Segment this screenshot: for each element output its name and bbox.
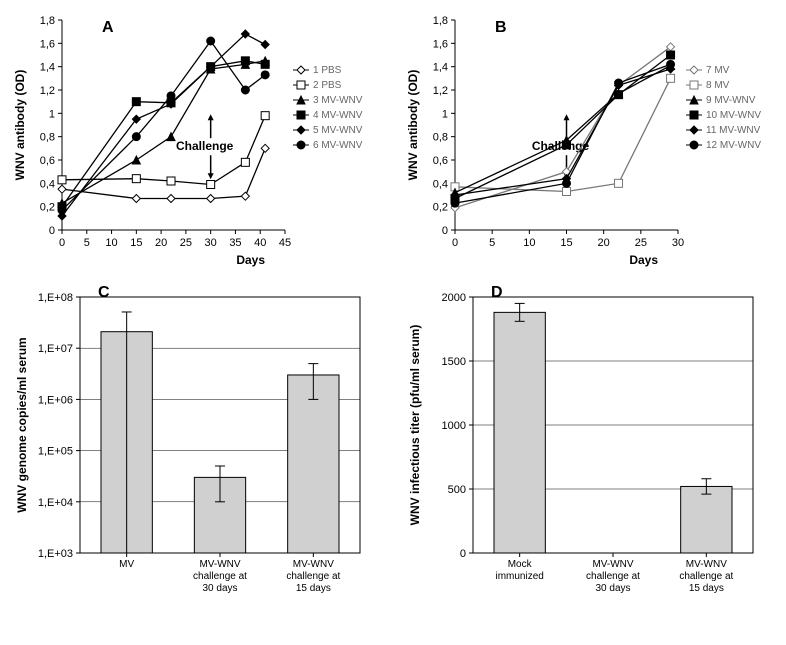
svg-text:4 MV-WNV: 4 MV-WNV bbox=[313, 110, 363, 121]
svg-text:0,6: 0,6 bbox=[433, 155, 448, 167]
svg-text:0,4: 0,4 bbox=[40, 178, 55, 190]
svg-text:0,2: 0,2 bbox=[40, 202, 55, 214]
svg-text:1,8: 1,8 bbox=[433, 15, 448, 27]
svg-text:1,E+04: 1,E+04 bbox=[38, 497, 73, 509]
svg-text:30: 30 bbox=[672, 237, 684, 249]
svg-text:5: 5 bbox=[84, 237, 90, 249]
svg-text:0: 0 bbox=[442, 225, 448, 237]
svg-text:10 MV-WNV: 10 MV-WNV bbox=[706, 110, 761, 121]
svg-text:5 MV-WNV: 5 MV-WNV bbox=[313, 125, 363, 136]
svg-text:WNV infectious titer (pfu/ml s: WNV infectious titer (pfu/ml serum) bbox=[408, 325, 422, 526]
svg-text:1,E+03: 1,E+03 bbox=[38, 548, 73, 560]
svg-text:25: 25 bbox=[180, 237, 192, 249]
svg-text:0,4: 0,4 bbox=[433, 178, 448, 190]
svg-text:20: 20 bbox=[155, 237, 167, 249]
svg-text:WNV antibody (OD): WNV antibody (OD) bbox=[406, 70, 420, 181]
svg-text:500: 500 bbox=[448, 484, 466, 496]
svg-text:MV-WNV: MV-WNV bbox=[686, 559, 727, 570]
svg-text:1,4: 1,4 bbox=[40, 62, 55, 74]
svg-text:0: 0 bbox=[59, 237, 65, 249]
svg-text:15: 15 bbox=[130, 237, 142, 249]
panel-a: 0 0,2 0,4 0,6 0,8 1 1,2 1,4 1,6 1,8 0 5 10 15 20 25 30 35… bbox=[10, 10, 383, 270]
svg-text:15 days: 15 days bbox=[296, 583, 331, 594]
svg-text:45: 45 bbox=[279, 237, 291, 249]
svg-text:1 PBS: 1 PBS bbox=[313, 65, 342, 76]
svg-text:30 days: 30 days bbox=[595, 583, 630, 594]
svg-text:0: 0 bbox=[49, 225, 55, 237]
svg-text:1500: 1500 bbox=[442, 356, 466, 368]
svg-text:1,E+07: 1,E+07 bbox=[38, 343, 73, 355]
svg-text:35: 35 bbox=[229, 237, 241, 249]
svg-text:WNV antibody (OD): WNV antibody (OD) bbox=[13, 70, 27, 181]
svg-text:30: 30 bbox=[205, 237, 217, 249]
svg-text:0: 0 bbox=[452, 237, 458, 249]
svg-text:1,2: 1,2 bbox=[433, 85, 448, 97]
svg-text:1: 1 bbox=[442, 108, 448, 120]
svg-text:MV-WNV: MV-WNV bbox=[293, 559, 334, 570]
svg-text:1,E+06: 1,E+06 bbox=[38, 394, 73, 406]
svg-text:1,6: 1,6 bbox=[40, 38, 55, 50]
svg-text:1: 1 bbox=[49, 108, 55, 120]
figure-grid: 00,20,40,60,811,21,41,61,805101520253035… bbox=[10, 10, 776, 615]
svg-text:15: 15 bbox=[560, 237, 572, 249]
svg-text:D: D bbox=[491, 285, 503, 301]
panel-d: 0 500 1000 1500 2000 WNV infectious titer (pf… bbox=[403, 285, 776, 615]
svg-text:5: 5 bbox=[489, 237, 495, 249]
svg-text:1000: 1000 bbox=[442, 420, 466, 432]
svg-text:WNV genome copies/ml serum: WNV genome copies/ml serum bbox=[15, 337, 29, 512]
svg-text:10: 10 bbox=[523, 237, 535, 249]
svg-text:10: 10 bbox=[105, 237, 117, 249]
svg-text:7 MV: 7 MV bbox=[706, 65, 730, 76]
svg-text:0,2: 0,2 bbox=[433, 202, 448, 214]
svg-text:1,2: 1,2 bbox=[40, 85, 55, 97]
svg-text:1,4: 1,4 bbox=[433, 62, 448, 74]
svg-text:immunized: immunized bbox=[495, 571, 543, 582]
svg-text:challenge at: challenge at bbox=[679, 571, 733, 582]
svg-text:B: B bbox=[495, 19, 507, 36]
svg-text:15 days: 15 days bbox=[689, 583, 724, 594]
svg-text:40: 40 bbox=[254, 237, 266, 249]
svg-text:1,E+08: 1,E+08 bbox=[38, 292, 73, 304]
svg-text:1,6: 1,6 bbox=[433, 38, 448, 50]
svg-text:MV: MV bbox=[119, 559, 134, 570]
svg-text:11 MV-WNV: 11 MV-WNV bbox=[706, 125, 761, 136]
svg-text:1,8: 1,8 bbox=[40, 15, 55, 27]
svg-text:challenge at: challenge at bbox=[286, 571, 340, 582]
svg-text:3 MV-WNV: 3 MV-WNV bbox=[313, 95, 363, 106]
svg-text:C: C bbox=[98, 285, 110, 301]
svg-text:0,6: 0,6 bbox=[40, 155, 55, 167]
svg-text:25: 25 bbox=[635, 237, 647, 249]
svg-text:Challenge: Challenge bbox=[176, 139, 234, 153]
svg-text:Mock: Mock bbox=[508, 559, 533, 570]
svg-text:Days: Days bbox=[236, 253, 265, 267]
svg-text:1,E+05: 1,E+05 bbox=[38, 446, 73, 458]
svg-text:Days: Days bbox=[629, 253, 658, 267]
svg-text:challenge at: challenge at bbox=[586, 571, 640, 582]
svg-text:A: A bbox=[102, 19, 114, 36]
svg-text:6 MV-WNV: 6 MV-WNV bbox=[313, 140, 363, 151]
svg-text:30 days: 30 days bbox=[202, 583, 237, 594]
svg-text:0,8: 0,8 bbox=[433, 132, 448, 144]
svg-text:2 PBS: 2 PBS bbox=[313, 80, 342, 91]
svg-text:2000: 2000 bbox=[442, 292, 466, 304]
svg-text:challenge at: challenge at bbox=[193, 571, 247, 582]
svg-text:Challenge: Challenge bbox=[532, 139, 590, 153]
svg-text:8 MV: 8 MV bbox=[706, 80, 730, 91]
svg-text:MV-WNV: MV-WNV bbox=[592, 559, 633, 570]
svg-text:0: 0 bbox=[460, 548, 466, 560]
svg-text:12 MV-WNV: 12 MV-WNV bbox=[706, 140, 761, 151]
svg-text:20: 20 bbox=[598, 237, 610, 249]
svg-text:9 MV-WNV: 9 MV-WNV bbox=[706, 95, 756, 106]
panel-b: 0 0,2 0,4 0,6 0,8 1 1,2 1,4 1,6 1,8 0 5 10 15 20 25 30 WN… bbox=[403, 10, 776, 270]
panel-c: 1,E+03 1,E+04 1,E+05 1,E+06 1,E+07 1,E+08 WNV … bbox=[10, 285, 383, 615]
svg-text:0,8: 0,8 bbox=[40, 132, 55, 144]
svg-text:MV-WNV: MV-WNV bbox=[199, 559, 240, 570]
